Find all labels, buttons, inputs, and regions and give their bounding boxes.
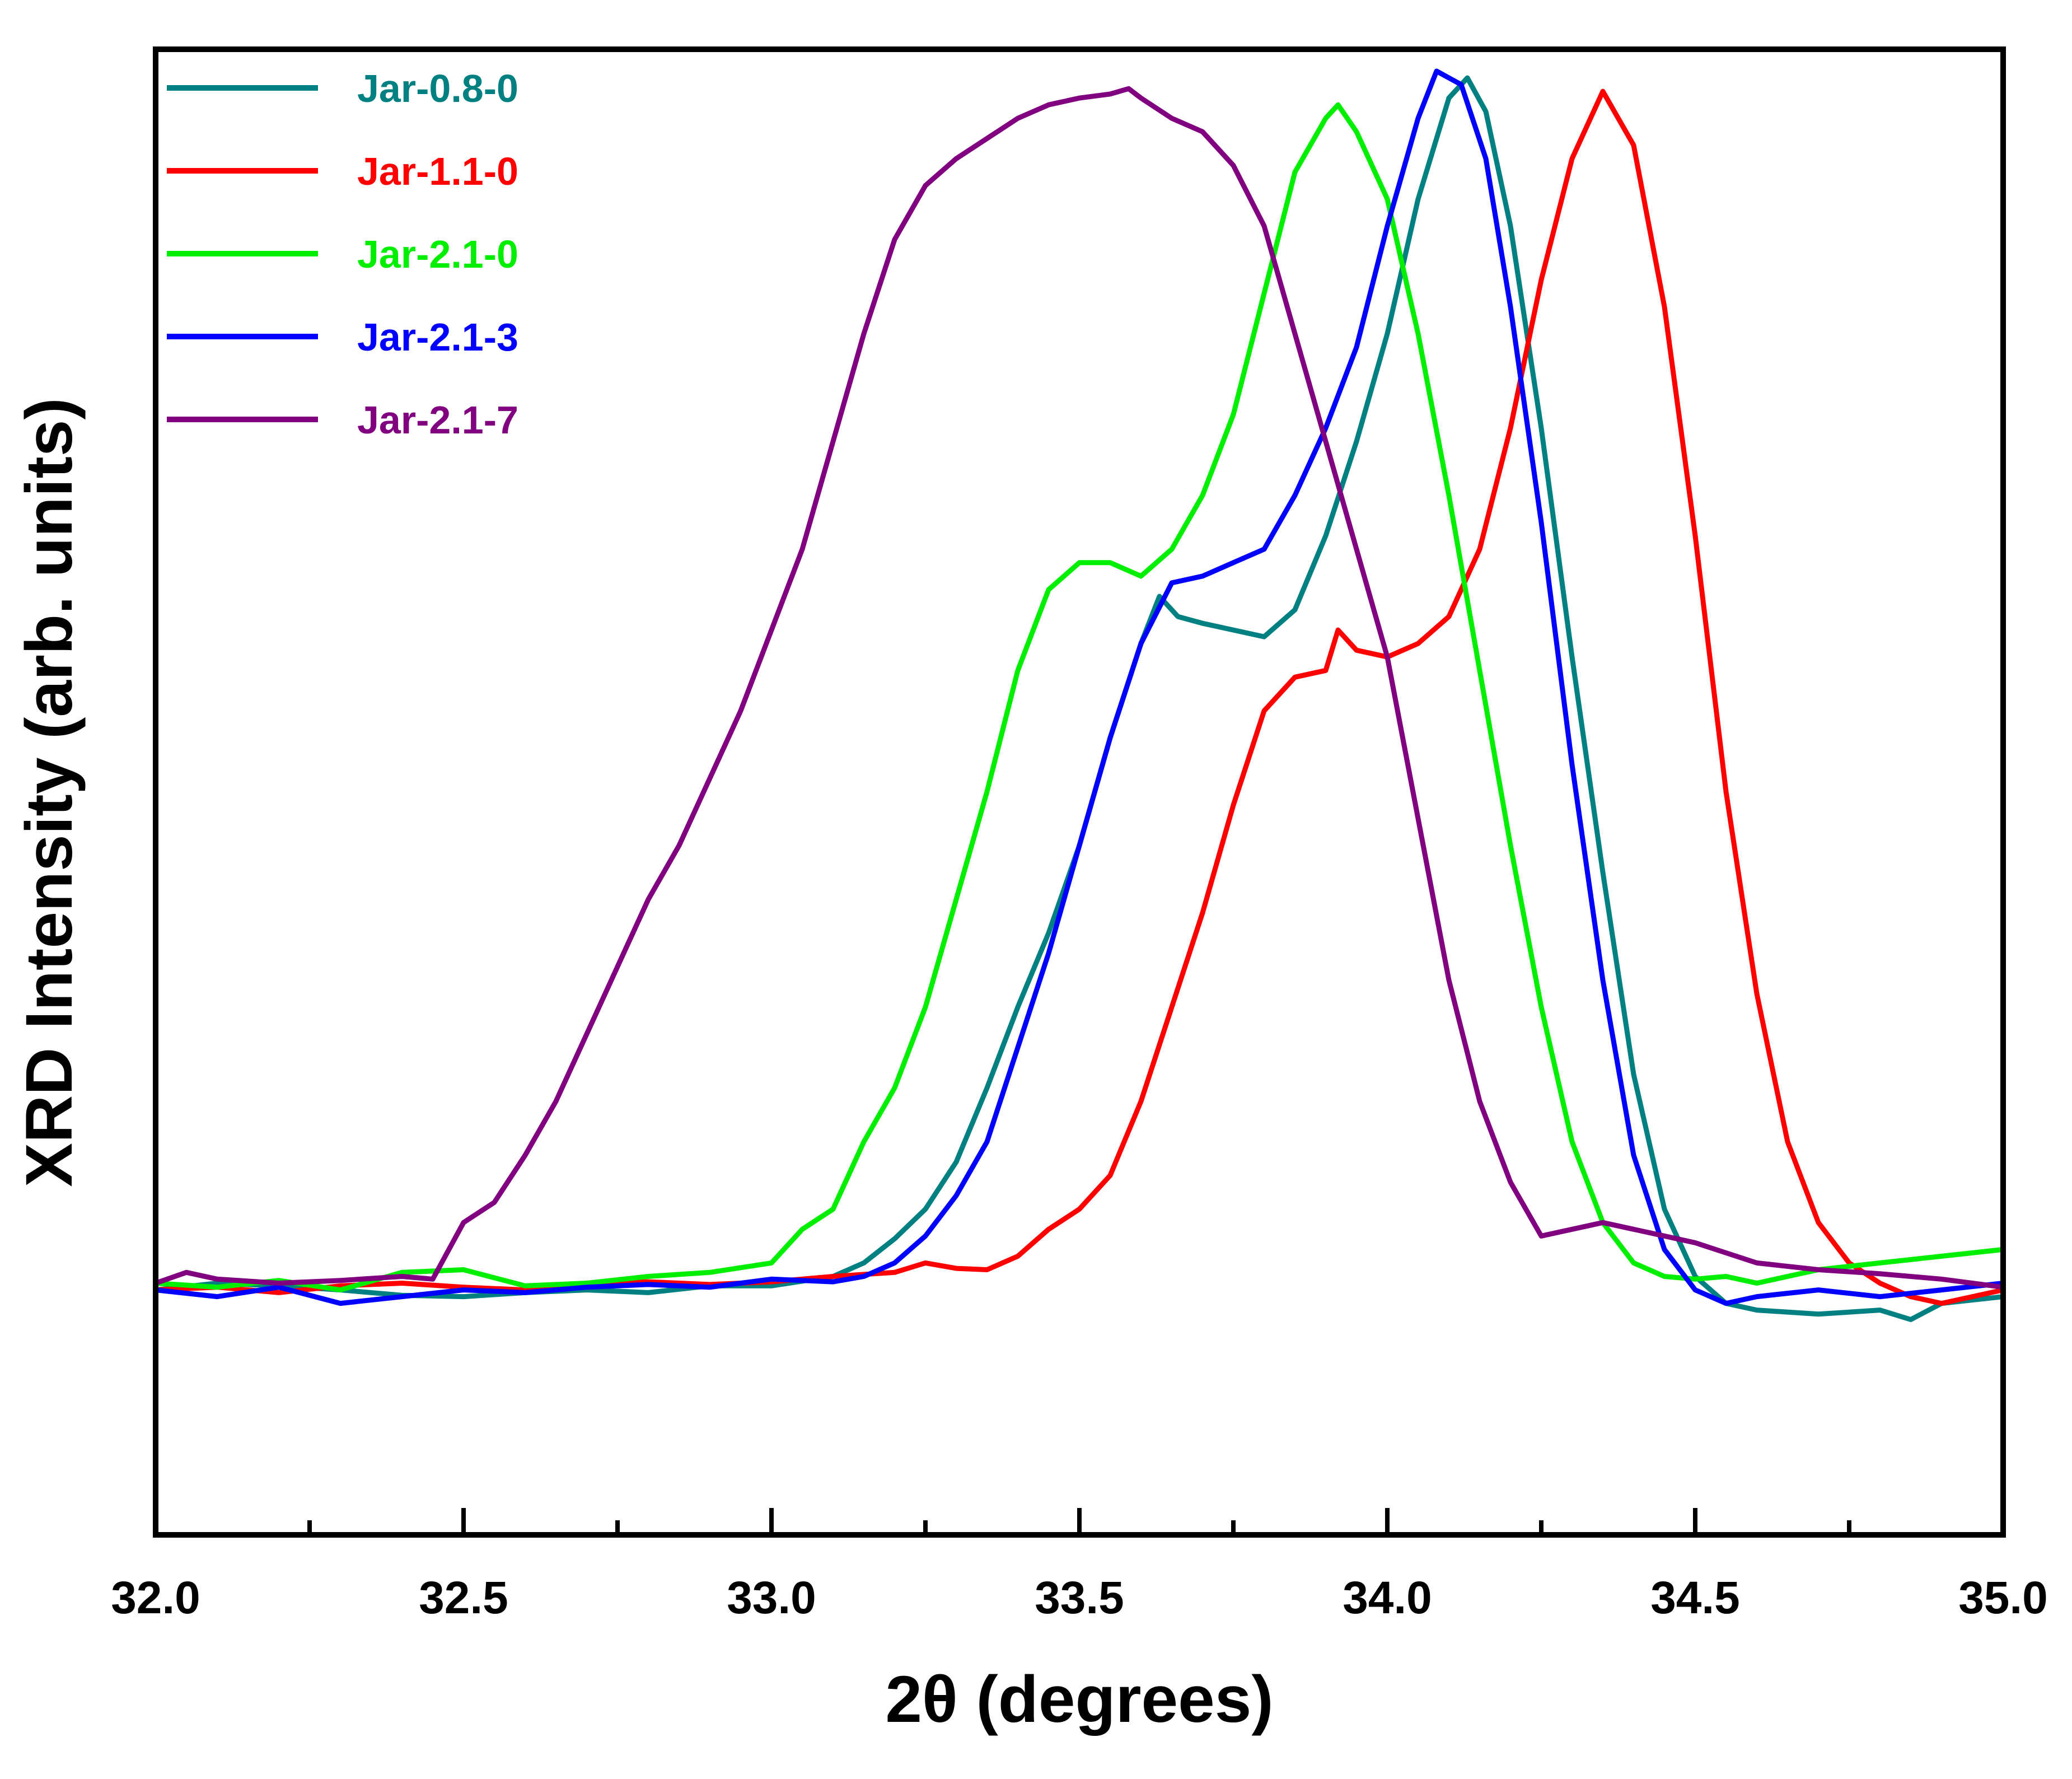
legend-label: Jar-2.1-0 xyxy=(357,232,518,276)
x-tick-label: 33.5 xyxy=(1035,1572,1124,1623)
series-line-jar-2-1-0 xyxy=(153,102,2006,1293)
x-tick-label: 34.5 xyxy=(1650,1572,1740,1623)
x-tick-label: 33.0 xyxy=(727,1572,816,1623)
x-tick-label: 32.0 xyxy=(111,1572,200,1623)
x-axis-title: 2θ (degrees) xyxy=(885,1663,1273,1736)
series-layer xyxy=(153,68,2006,1322)
series-line-jar-1-1-0 xyxy=(153,88,2006,1306)
legend-label: Jar-1.1-0 xyxy=(357,150,518,193)
y-axis-title: XRD Intensity (arb. units) xyxy=(12,398,86,1187)
tick-layer xyxy=(153,1508,2005,1535)
series-line-jar-2-1-3 xyxy=(153,68,2006,1306)
legend: Jar-0.8-0 Jar-1.1-0 Jar-2.1-0 Jar-2.1-3 Jar-… xyxy=(167,67,518,442)
x-tick-label: 34.0 xyxy=(1343,1572,1432,1623)
x-tick-label: 32.5 xyxy=(419,1572,508,1623)
legend-label: Jar-0.8-0 xyxy=(357,67,518,110)
x-tick-label: 35.0 xyxy=(1958,1572,2048,1623)
x-tick-labels: 32.0 32.5 33.0 33.5 34.0 34.5 35.0 xyxy=(111,1572,2048,1623)
series-line-jar-2-1-7 xyxy=(153,86,2006,1290)
series-line-jar-0-8-0 xyxy=(153,75,2006,1322)
legend-label: Jar-2.1-3 xyxy=(357,315,518,359)
legend-label: Jar-2.1-7 xyxy=(357,398,518,442)
